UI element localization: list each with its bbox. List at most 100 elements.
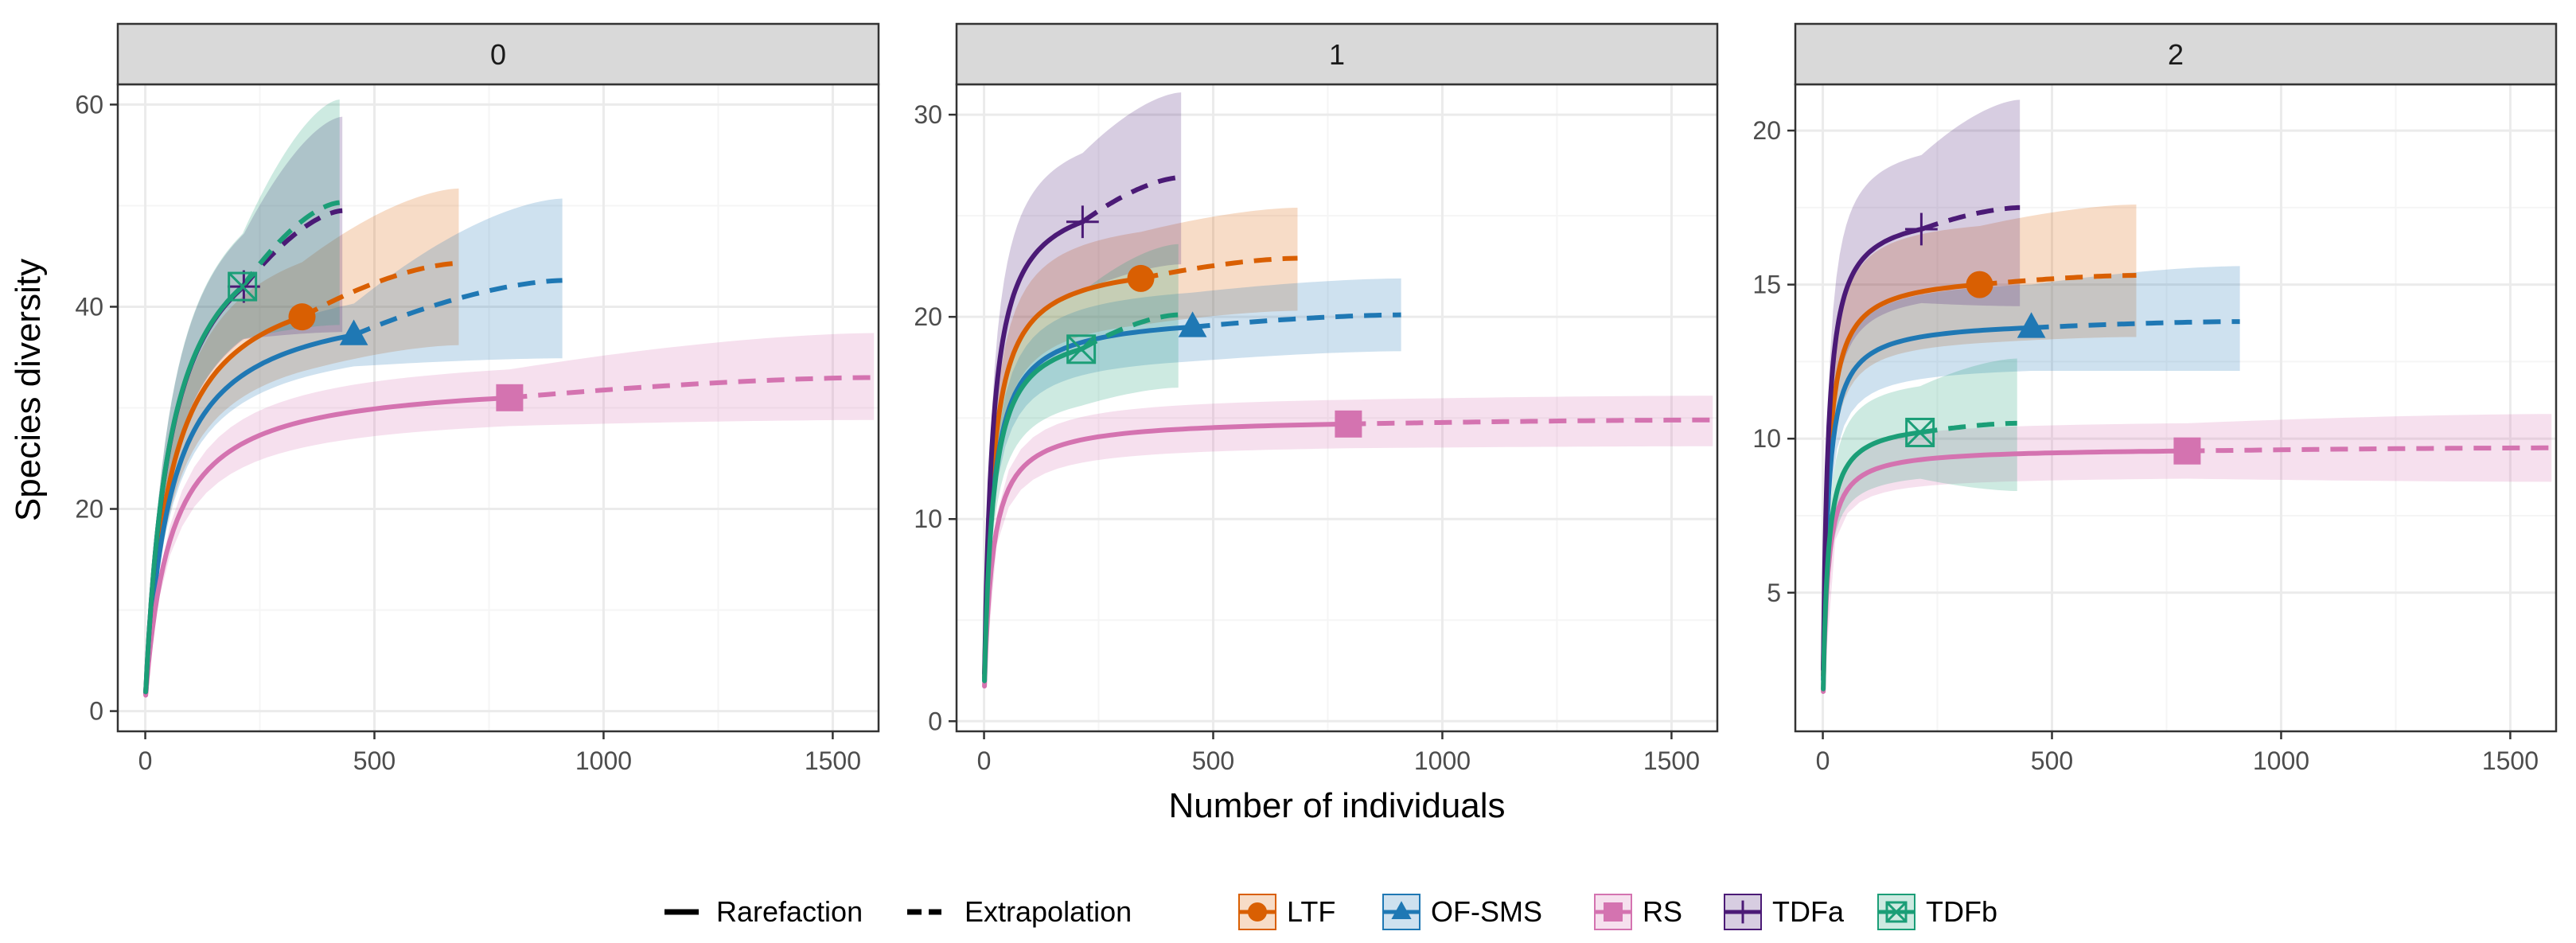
observed-point-LTF xyxy=(1966,271,1993,298)
extrapolation-line-TDFa xyxy=(1081,174,1182,224)
legend-key-TDFb xyxy=(1877,894,1915,930)
extrapolation-line-RS xyxy=(1348,417,1713,427)
rarefaction-line-OF-SMS xyxy=(143,333,357,696)
legend-key-marker xyxy=(1731,900,1755,924)
extrapolation-line-RS xyxy=(509,375,875,400)
boxed-x-marker-d2 xyxy=(228,272,257,302)
legend-label-RS: RS xyxy=(1643,895,1682,928)
ci-ribbon-TDFb xyxy=(984,244,1179,684)
legend-label-TDFb: TDFb xyxy=(1926,895,1997,928)
triangle-marker-shape xyxy=(339,319,368,345)
square-marker-shape xyxy=(2173,437,2201,465)
ci-ribbon-LTF xyxy=(984,207,1298,680)
boxed-x-marker-d2 xyxy=(1885,901,1908,923)
rarefaction-line-TDFa xyxy=(982,219,1085,676)
y-tick-label: 5 xyxy=(1767,579,1781,607)
rarefaction-line-RS xyxy=(143,395,512,698)
y-tick-label: 60 xyxy=(75,90,103,119)
extrapolation-line-OF-SMS xyxy=(353,278,563,337)
legend-key-marker xyxy=(1248,902,1267,922)
circle-marker-shape xyxy=(288,303,316,331)
observed-point-LTF xyxy=(1127,264,1155,292)
rarefaction-line-OF-SMS xyxy=(1821,325,2034,683)
observed-point-OF-SMS xyxy=(2017,312,2046,338)
x-tick-label: 0 xyxy=(138,746,153,775)
legend-key-marker xyxy=(1391,901,1412,919)
rarefaction-line-TDFb xyxy=(143,284,245,695)
facet-strip-label: 1 xyxy=(1329,38,1345,71)
observed-point-OF-SMS xyxy=(1178,311,1207,337)
legend-label-rarefaction: Rarefaction xyxy=(716,895,863,928)
x-tick-label: 0 xyxy=(977,746,992,775)
circle-marker-shape xyxy=(1966,271,1993,298)
extrapolation-line-RS xyxy=(2187,445,2552,454)
y-axis-title: Species diversity xyxy=(9,259,48,521)
facet-strip xyxy=(955,22,1719,86)
extrapolation-line-OF-SMS xyxy=(1192,312,1401,329)
rarefaction-line-LTF xyxy=(982,275,1144,680)
facet-panel-0: 0 0 500 1000 1500 0 20 40 60 xyxy=(75,22,880,775)
extrapolation-line-LTF xyxy=(1140,255,1298,281)
legend-key-marker xyxy=(1604,902,1623,922)
observed-point-TDFa xyxy=(1066,205,1099,239)
boxed-x-marker-d2 xyxy=(1905,418,1935,447)
ci-ribbon-OF-SMS xyxy=(1823,266,2240,684)
y-tick-label: 10 xyxy=(914,505,942,533)
panel-background xyxy=(957,84,1717,731)
legend-label-OF-SMS: OF-SMS xyxy=(1431,895,1542,928)
legend-key-OF-SMS xyxy=(1382,894,1421,930)
ci-ribbon-TDFa xyxy=(1823,99,2021,677)
y-tick-label: 20 xyxy=(914,302,942,331)
rarefaction-line-LTF xyxy=(1821,282,1982,678)
ci-ribbon-RS xyxy=(146,333,875,696)
x-tick-label: 500 xyxy=(2031,746,2073,775)
ci-ribbon-RS xyxy=(1823,414,2552,695)
rarefaction-line-RS xyxy=(1821,448,2190,694)
facet-strip xyxy=(116,22,880,86)
x-tick-label: 1500 xyxy=(2482,746,2539,775)
y-tick-label: 15 xyxy=(1752,271,1781,299)
extrapolation-line-TDFb xyxy=(240,200,340,288)
extrapolation-line-OF-SMS xyxy=(2031,319,2240,330)
boxed-x-marker-box xyxy=(1885,901,1908,923)
y-tick-label: 10 xyxy=(1752,424,1781,453)
ci-ribbon-LTF xyxy=(146,188,459,695)
triangle-marker-shape xyxy=(2017,312,2046,338)
y-tick-label: 0 xyxy=(89,697,103,726)
y-tick-label: 20 xyxy=(75,495,103,524)
boxed-x-marker-box xyxy=(1066,334,1097,364)
ci-ribbon-RS xyxy=(984,396,1713,688)
y-tick-label: 20 xyxy=(1752,116,1781,145)
observed-point-TDFb xyxy=(1905,417,1935,447)
extrapolation-line-TDFb xyxy=(1080,312,1179,352)
legend-key-TDFa xyxy=(1724,894,1762,930)
observed-point-TDFb xyxy=(1066,334,1097,364)
extrapolation-line-LTF xyxy=(301,260,459,319)
legend-label-extrapolation: Extrapolation xyxy=(965,895,1132,928)
x-tick-label: 1000 xyxy=(1414,746,1471,775)
x-axis-title: Number of individuals xyxy=(1168,786,1505,825)
x-tick-label: 1500 xyxy=(805,746,861,775)
legend-key-marker xyxy=(1885,901,1908,923)
triangle-marker-shape xyxy=(1178,311,1207,337)
legend-key-LTF xyxy=(1238,894,1276,930)
ci-ribbon-TDFa xyxy=(146,116,343,693)
legend-key-RS xyxy=(1594,894,1632,930)
ci-ribbon-TDFb xyxy=(146,99,340,693)
observed-point-OF-SMS xyxy=(339,319,368,345)
facet-strip-label: 2 xyxy=(2168,38,2184,71)
legend: Rarefaction Extrapolation LTF OF-SMS RS TDFa T… xyxy=(664,894,1997,930)
ci-ribbon-OF-SMS xyxy=(984,278,1401,683)
y-tick-label: 0 xyxy=(928,707,942,735)
x-tick-label: 1000 xyxy=(575,746,632,775)
boxed-x-marker-box xyxy=(228,271,258,302)
observed-point-LTF xyxy=(288,303,316,331)
boxed-x-marker-box xyxy=(1905,417,1935,447)
facet-strip-label: 0 xyxy=(490,38,506,71)
x-tick-label: 500 xyxy=(353,746,396,775)
x-tick-label: 1500 xyxy=(1643,746,1700,775)
circle-marker-shape xyxy=(1127,264,1155,292)
